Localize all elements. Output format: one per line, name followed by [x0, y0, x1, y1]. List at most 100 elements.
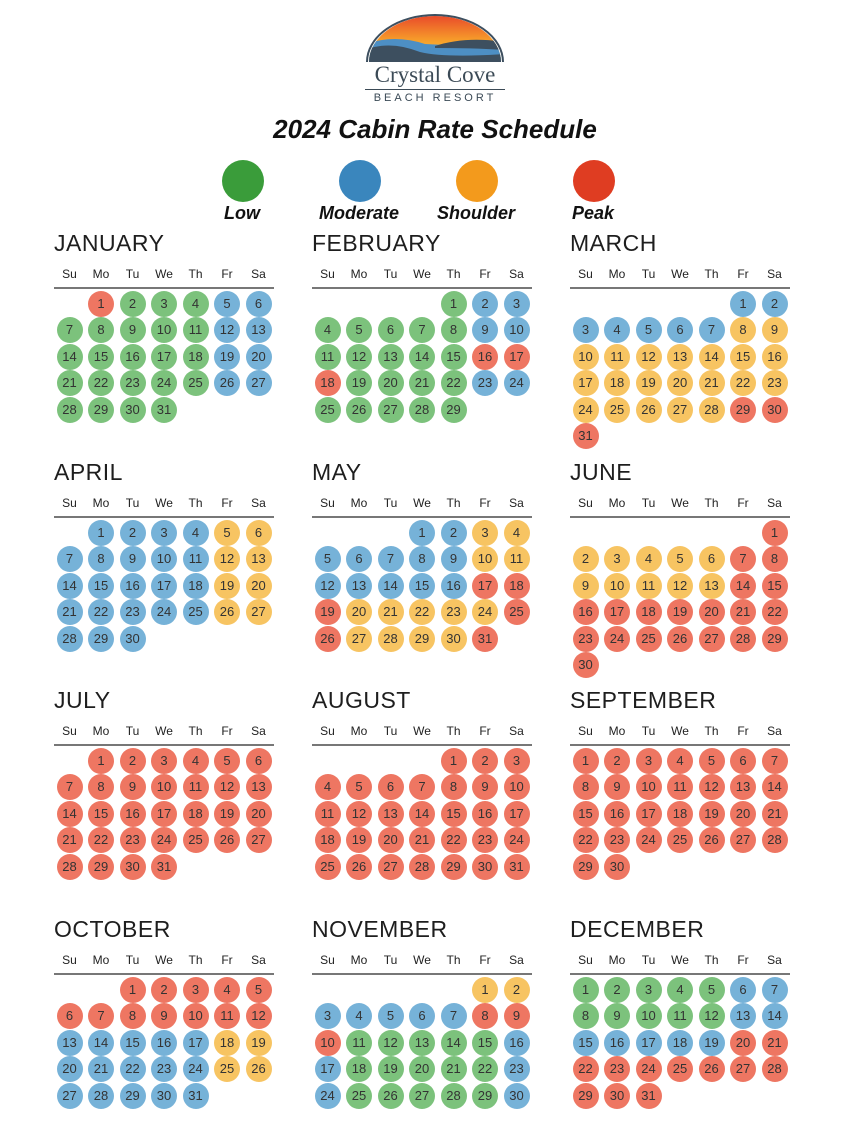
weekday-header: We	[671, 724, 689, 738]
day-circle: 1	[88, 520, 114, 546]
day-circle: 13	[409, 1029, 435, 1056]
weekday-header: Fr	[479, 724, 491, 738]
weekday-header: Th	[446, 724, 461, 738]
legend-peak: Peak	[533, 160, 653, 224]
day-circle: 22	[572, 827, 599, 854]
month-october: OCTOBER Su Mo Tu We Th Fr Sa 1 2 3 4 5 6 7 8 9 10 11 12 13 14…	[54, 916, 290, 1136]
day-circle: 14	[88, 1029, 114, 1056]
day-circle: 1	[472, 977, 498, 1003]
day-circle: 17	[635, 1029, 662, 1056]
day-circle: 11	[214, 1003, 240, 1030]
day-circle: 5	[377, 1003, 404, 1030]
month-february: FEBRUARY Su Mo Tu We Th Fr Sa 1 2 3 4 5 6 7 8 9 10 11 12 13 1…	[312, 230, 548, 450]
day-circle: 14	[56, 572, 83, 599]
day-circle: 28	[698, 396, 725, 423]
day-circle: 3	[182, 977, 209, 1003]
day-circle: 10	[151, 546, 177, 573]
day-circle: 29	[440, 396, 467, 423]
day-circle: 2	[119, 520, 146, 546]
day-circle: 9	[440, 546, 467, 573]
day-circle: 12	[635, 343, 662, 370]
day-circle: 24	[635, 1056, 662, 1083]
day-circle: 24	[472, 599, 498, 626]
day-circle: 3	[572, 317, 599, 344]
day-circle: 11	[314, 800, 341, 827]
weekday-divider	[312, 287, 532, 289]
day-circle: 3	[635, 748, 662, 774]
day-circle: 4	[182, 291, 209, 317]
weekday-header: Fr	[479, 267, 491, 281]
day-circle: 16	[503, 1029, 530, 1056]
month-april: APRIL Su Mo Tu We Th Fr Sa 1 2 3 4 5 6 7 8 9 10 11 12 13 14 15…	[54, 459, 290, 679]
day-circle: 13	[56, 1029, 83, 1056]
day-circle: 9	[503, 1003, 530, 1030]
day-circle: 31	[151, 853, 177, 880]
day-circle: 23	[761, 370, 788, 397]
month-june: JUNE Su Mo Tu We Th Fr Sa 1 2 3 4 5 6 7 8 9 10 11 12 13 14 15 1…	[570, 459, 806, 679]
day-circle: 4	[314, 317, 341, 344]
month-name: APRIL	[54, 459, 123, 485]
weekday-header: Sa	[509, 496, 524, 510]
weekday-header: Su	[320, 953, 335, 967]
day-circle: 10	[151, 774, 177, 801]
day-circle: 23	[472, 827, 498, 854]
header: Crystal Cove BEACH RESORT 2024 Cabin Rat…	[0, 0, 850, 230]
day-circle: 3	[151, 748, 177, 774]
day-circle: 31	[151, 396, 177, 423]
month-name: JANUARY	[54, 230, 165, 256]
day-circle: 27	[245, 370, 272, 397]
day-circle: 22	[88, 827, 114, 854]
day-circle: 22	[730, 370, 756, 397]
weekday-header: Mo	[92, 267, 110, 281]
day-circle: 23	[503, 1056, 530, 1083]
weekday-header: Th	[446, 496, 461, 510]
day-circle: 5	[314, 546, 341, 573]
weekday-header: Th	[704, 724, 719, 738]
day-circle: 6	[698, 546, 725, 573]
weekday-header: Th	[188, 267, 203, 281]
day-circle: 3	[151, 291, 177, 317]
day-circle: 25	[314, 853, 341, 880]
day-circle: 19	[346, 827, 372, 854]
day-circle: 30	[119, 396, 146, 423]
month-november: NOVEMBER Su Mo Tu We Th Fr Sa 1 2 3 4 5 6 7 8 9 10 11 12 13 1…	[312, 916, 548, 1136]
weekday-divider	[54, 287, 274, 289]
day-circle: 31	[572, 423, 599, 449]
weekday-header: We	[413, 496, 431, 510]
day-circle: 3	[604, 546, 630, 573]
day-circle: 5	[245, 977, 272, 1003]
day-circle: 2	[572, 546, 599, 573]
day-circle: 4	[503, 520, 530, 546]
day-circle: 15	[572, 1029, 599, 1056]
day-circle: 9	[119, 546, 146, 573]
day-circle: 12	[346, 800, 372, 827]
day-circle: 6	[245, 291, 272, 317]
day-circle: 16	[761, 343, 788, 370]
day-circle: 3	[314, 1003, 341, 1030]
day-circle: 25	[667, 827, 693, 854]
day-circle: 13	[730, 1003, 756, 1030]
day-circle: 27	[377, 853, 404, 880]
weekday-header: We	[413, 267, 431, 281]
day-circle: 30	[440, 625, 467, 652]
day-circle: 15	[88, 800, 114, 827]
day-circle: 16	[572, 599, 599, 626]
day-circle: 15	[409, 572, 435, 599]
day-circle: 7	[761, 977, 788, 1003]
day-circle: 27	[730, 827, 756, 854]
day-circle: 23	[572, 625, 599, 652]
month-september: SEPTEMBER Su Mo Tu We Th Fr Sa 1 2 3 4 5 6 7 8 9 10 11 12 13…	[570, 687, 806, 907]
day-circle: 16	[119, 572, 146, 599]
weekday-divider	[54, 516, 274, 518]
day-circle: 22	[472, 1056, 498, 1083]
weekday-header: Tu	[125, 267, 140, 281]
day-circle: 29	[88, 396, 114, 423]
day-circle: 19	[214, 800, 240, 827]
day-circle: 26	[635, 396, 662, 423]
day-circle: 7	[56, 317, 83, 344]
weekday-header: Mo	[608, 953, 626, 967]
weekday-header: Fr	[479, 496, 491, 510]
legend-shoulder: Shoulder	[416, 160, 536, 224]
day-circle: 16	[119, 800, 146, 827]
day-circle: 30	[472, 853, 498, 880]
